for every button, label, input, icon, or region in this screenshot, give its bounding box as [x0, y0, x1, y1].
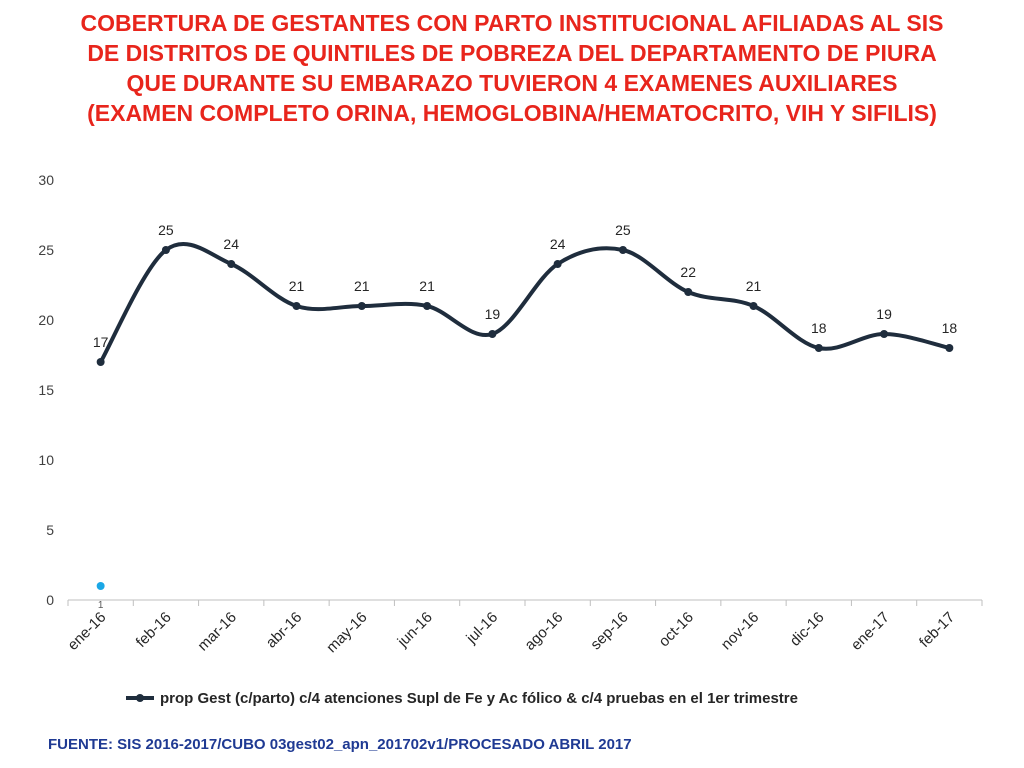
- data-point: [227, 260, 236, 268]
- title-line-4: (EXAMEN COMPLETO ORINA, HEMOGLOBINA/HEMA…: [87, 100, 937, 126]
- legend-label: prop Gest (c/parto) c/4 atenciones Supl …: [160, 690, 798, 707]
- line-chart: 0 5 10 15 20 25 30 ene-16 feb-16 mar-16 abr-16 may-…: [38, 172, 983, 707]
- x-tick-label: ago-16: [521, 609, 566, 654]
- x-tick-label: ene-17: [848, 609, 893, 654]
- data-point: [357, 302, 366, 310]
- data-point: [814, 344, 823, 352]
- data-label: 21: [419, 278, 435, 294]
- data-point: [423, 302, 432, 310]
- title-line-3: QUE DURANTE SU EMBARAZO TUVIERON 4 EXAME…: [126, 70, 898, 96]
- x-tick-label: ene-16: [64, 609, 109, 654]
- data-label: 25: [158, 222, 174, 238]
- data-label: 18: [942, 320, 958, 336]
- data-label: 21: [354, 278, 370, 294]
- title-line-2: DE DISTRITOS DE QUINTILES DE POBREZA DEL…: [87, 40, 937, 66]
- x-tick-label: dic-16: [787, 609, 828, 650]
- data-point: [684, 288, 693, 296]
- secondary-data-label: 1: [98, 600, 104, 611]
- title-line-1: COBERTURA DE GESTANTES CON PARTO INSTITU…: [80, 10, 944, 36]
- data-label: 18: [811, 320, 827, 336]
- data-label: 21: [289, 278, 305, 294]
- legend-marker: [136, 694, 144, 702]
- y-tick-label: 20: [38, 312, 54, 328]
- x-tick-label: abr-16: [263, 609, 306, 652]
- data-point: [488, 330, 497, 338]
- data-point: [292, 302, 301, 310]
- data-label: 24: [550, 236, 566, 252]
- data-label: 19: [876, 306, 892, 322]
- data-point: [553, 260, 562, 268]
- data-point: [880, 330, 889, 338]
- x-tick-label: mar-16: [194, 609, 240, 655]
- y-tick-label: 0: [46, 592, 54, 608]
- x-tick-label: feb-16: [133, 609, 175, 651]
- x-tick-label: feb-17: [916, 609, 958, 651]
- x-tick-label: jul-16: [463, 609, 502, 648]
- data-point: [749, 302, 758, 310]
- data-label: 21: [746, 278, 762, 294]
- y-tick-label: 10: [38, 452, 54, 468]
- x-tick-label: sep-16: [587, 609, 631, 653]
- data-label: 19: [485, 306, 501, 322]
- y-tick-label: 30: [38, 172, 54, 188]
- data-label: 25: [615, 222, 631, 238]
- data-label: 24: [223, 236, 239, 252]
- x-tick-label: nov-16: [718, 609, 762, 653]
- data-point: [945, 344, 954, 352]
- data-point: [96, 358, 105, 366]
- x-tick-label: jun-16: [394, 609, 436, 651]
- data-point: [618, 246, 627, 254]
- y-tick-label: 5: [46, 522, 54, 538]
- y-tick-label: 15: [38, 382, 54, 398]
- x-tick-label: may-16: [323, 609, 370, 656]
- data-label: 17: [93, 334, 109, 350]
- data-label: 22: [680, 264, 696, 280]
- y-tick-label: 25: [38, 242, 54, 258]
- x-tick-label: oct-16: [656, 609, 698, 651]
- secondary-data-point: [96, 582, 105, 590]
- data-point: [161, 246, 170, 254]
- source-note: FUENTE: SIS 2016-2017/CUBO 03gest02_apn_…: [48, 736, 632, 753]
- chart-title: COBERTURA DE GESTANTES CON PARTO INSTITU…: [0, 8, 1024, 128]
- series-line: [98, 242, 952, 364]
